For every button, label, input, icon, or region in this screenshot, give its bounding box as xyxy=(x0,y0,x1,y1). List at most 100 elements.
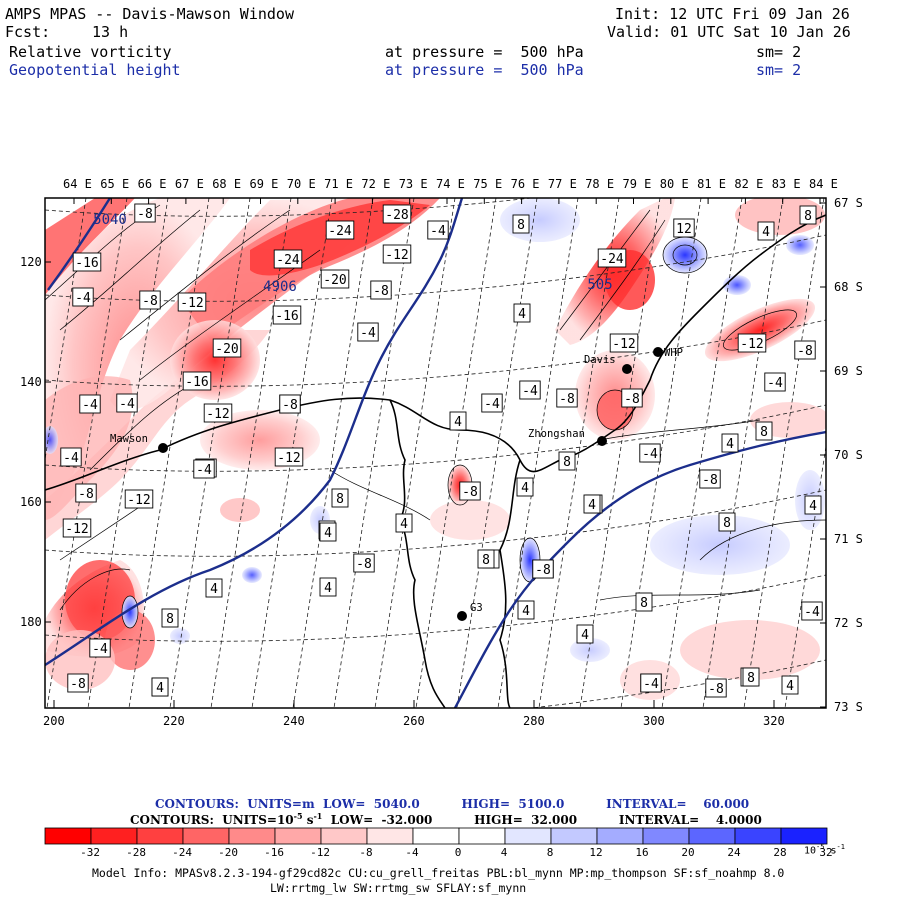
contour-label: -8 xyxy=(134,203,156,223)
contour-label: 8 xyxy=(718,512,736,532)
contour-label: -20 xyxy=(320,269,350,289)
left-y-label: 180 xyxy=(20,615,42,629)
contour-label: -12 xyxy=(177,292,207,312)
contour-label: -24 xyxy=(597,248,627,268)
contour-label: 4 xyxy=(757,221,775,241)
contour-label-text: 4 xyxy=(762,225,770,240)
color-scale-tick: 20 xyxy=(681,846,695,859)
contour-label-text: 8 xyxy=(482,553,490,568)
right-lat-label: 73 S xyxy=(834,700,863,714)
place-davis: Davis xyxy=(584,354,616,366)
contour-label: -12 xyxy=(737,333,767,353)
contour-label: -24 xyxy=(273,249,303,269)
top-lon-label: 73 E xyxy=(398,177,428,191)
contour-label-text: 4 xyxy=(518,307,526,322)
contour-label-text: -4 xyxy=(196,463,212,478)
color-scale-tick: -8 xyxy=(359,846,373,859)
contour-label-text: 8 xyxy=(517,218,525,233)
zhongshan-station-marker xyxy=(597,436,607,446)
contour-label: 8 xyxy=(477,549,495,569)
contour-label-text: -8 xyxy=(142,294,158,309)
contour-label: -8 xyxy=(370,280,392,300)
contour-label-text: 4 xyxy=(726,437,734,452)
color-scale-tick: -32 xyxy=(80,846,100,859)
contour-label-text: -8 xyxy=(70,677,86,692)
contour-label: 8 xyxy=(161,608,179,628)
color-scale-tick: -4 xyxy=(405,846,419,859)
contour-label: -16 xyxy=(72,252,102,272)
contour-label-text: 4 xyxy=(522,604,530,619)
contour-label-text: -28 xyxy=(385,208,408,223)
contour-label-text: -12 xyxy=(612,337,635,352)
contour-label-text: 4 xyxy=(786,679,794,694)
init-time: Init: 12 UTC Fri 09 Jan 26 xyxy=(615,5,850,23)
contour-label-text: -8 xyxy=(708,682,724,697)
color-scale-swatch xyxy=(366,827,414,845)
bottom-x-label: 280 xyxy=(523,714,545,728)
contour-label: 4 xyxy=(319,522,337,542)
bottom-x-label: 200 xyxy=(43,714,65,728)
contour-label: -16 xyxy=(182,371,212,391)
contour-label-text: -4 xyxy=(92,642,108,657)
color-scale-tick: -12 xyxy=(310,846,330,859)
top-lon-label: 83 E xyxy=(771,177,801,191)
contour-label: -8 xyxy=(556,388,578,408)
plot-border xyxy=(44,197,827,709)
contour-label-text: -4 xyxy=(63,451,79,466)
contour-label: -4 xyxy=(640,673,662,693)
contour-label-text: -8 xyxy=(78,487,94,502)
right-lat-label: 68 S xyxy=(834,280,863,294)
place-zhongshan: Zhongshan xyxy=(528,428,585,440)
contour-label-text: 8 xyxy=(760,425,768,440)
color-scale-unit: 10-5 s-1 xyxy=(804,843,845,857)
contour-label-text: -4 xyxy=(360,326,376,341)
contour-label: -4 xyxy=(519,380,541,400)
height-contour-label: 5040 xyxy=(93,212,127,228)
top-lon-label: 68 E xyxy=(212,177,242,191)
contour-label: 4 xyxy=(205,578,223,598)
top-lon-label: 71 E xyxy=(324,177,353,191)
contour-label: 4 xyxy=(576,624,594,644)
top-lon-label: 67 E xyxy=(174,177,204,191)
contour-label: -4 xyxy=(427,220,449,240)
contour-label-text: 8 xyxy=(563,455,571,470)
contour-label: -4 xyxy=(116,393,138,413)
contour-label-text: -8 xyxy=(282,398,298,413)
contour-label-text: 4 xyxy=(156,681,164,696)
contour-label: -12 xyxy=(609,333,639,353)
contour-label: -12 xyxy=(124,489,154,509)
top-lon-label: 84 E xyxy=(809,177,838,191)
color-scale-swatch xyxy=(136,827,184,845)
contour-label-text: -8 xyxy=(624,392,640,407)
contour-label: 8 xyxy=(512,214,530,234)
field2-smoothing: sm= 2 xyxy=(756,61,802,79)
contour-label-text: -4 xyxy=(484,397,500,412)
whp-station-marker xyxy=(653,347,663,357)
contour-label: 4 xyxy=(513,303,531,323)
left-y-label: 160 xyxy=(20,495,42,509)
davis-station-marker xyxy=(622,364,632,374)
contour-label-text: -8 xyxy=(356,557,372,572)
color-scale-swatch xyxy=(320,827,368,845)
color-scale-swatch xyxy=(504,827,552,845)
place-g3: G3 xyxy=(470,602,483,614)
contour-label: -4 xyxy=(79,394,101,414)
height-contour-label: 4906 xyxy=(263,279,297,295)
contour-label: -8 xyxy=(794,340,816,360)
contour-label-text: 8 xyxy=(804,209,812,224)
color-scale-tick: 32 xyxy=(819,846,833,859)
color-scale-tick: -28 xyxy=(126,846,146,859)
contour-label: -12 xyxy=(62,518,92,538)
top-lon-label: 77 E xyxy=(547,177,577,191)
contour-label-text: -4 xyxy=(522,384,538,399)
left-y-label: 120 xyxy=(20,255,42,269)
contour-label-text: -8 xyxy=(535,563,551,578)
contour-label-text: -12 xyxy=(385,248,408,263)
coastline xyxy=(45,214,826,708)
color-scale-swatch xyxy=(412,827,460,845)
contour-label: -4 xyxy=(801,601,823,621)
color-scale-swatch xyxy=(688,827,736,845)
contour-label-text: -20 xyxy=(215,342,238,357)
